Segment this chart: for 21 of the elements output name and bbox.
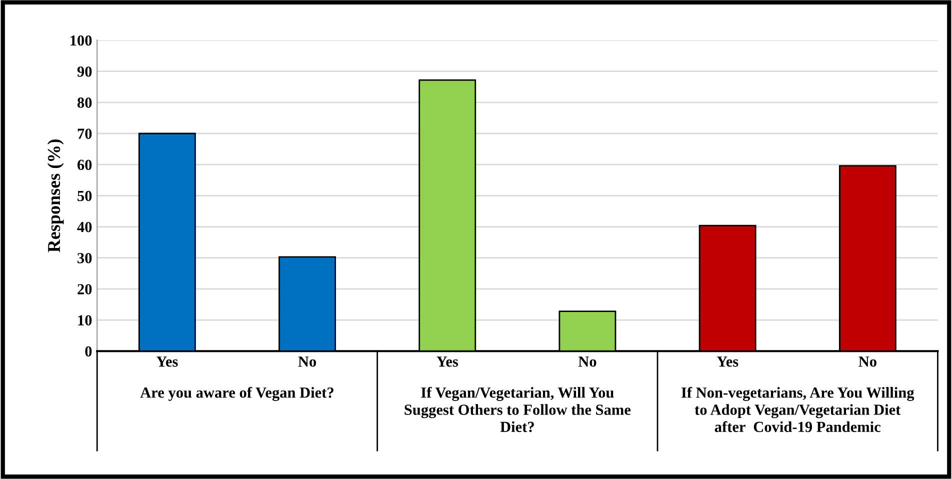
x-tick-label: Yes: [156, 356, 178, 367]
y-tick-label: 40: [77, 222, 92, 232]
y-axis-title: Responses (%): [47, 140, 64, 252]
y-tick-label: 90: [77, 66, 92, 77]
y-tick-label: 100: [70, 35, 92, 46]
x-tick-label: Yes: [716, 356, 738, 367]
x-tick-label: No: [298, 356, 316, 367]
text: Are you aware of Vegan Diet?: [140, 386, 334, 401]
x-tick-label: No: [858, 356, 876, 367]
y-tick-label: 0: [85, 346, 92, 357]
y-tick-label: 50: [78, 190, 92, 202]
x-tick-label: Yes: [436, 356, 458, 367]
y-tick-label: 10: [78, 315, 92, 326]
y-tick-label: 60: [77, 160, 92, 170]
y-tick-label: 30: [78, 252, 92, 264]
y-tick-label: 80: [77, 98, 92, 108]
text: If Vegan/Vegetarian, Will You Suggest Others to Follow the Same Diet?: [404, 386, 631, 432]
y-tick-label: 20: [78, 284, 92, 294]
y-tick-label: 70: [78, 128, 92, 139]
text: If Non-vegetarians, Are You Willing to Adopt Vegan/Vegetarian Diet after Covid-19 Pandemic: [681, 386, 914, 432]
x-tick-label: No: [578, 356, 596, 367]
